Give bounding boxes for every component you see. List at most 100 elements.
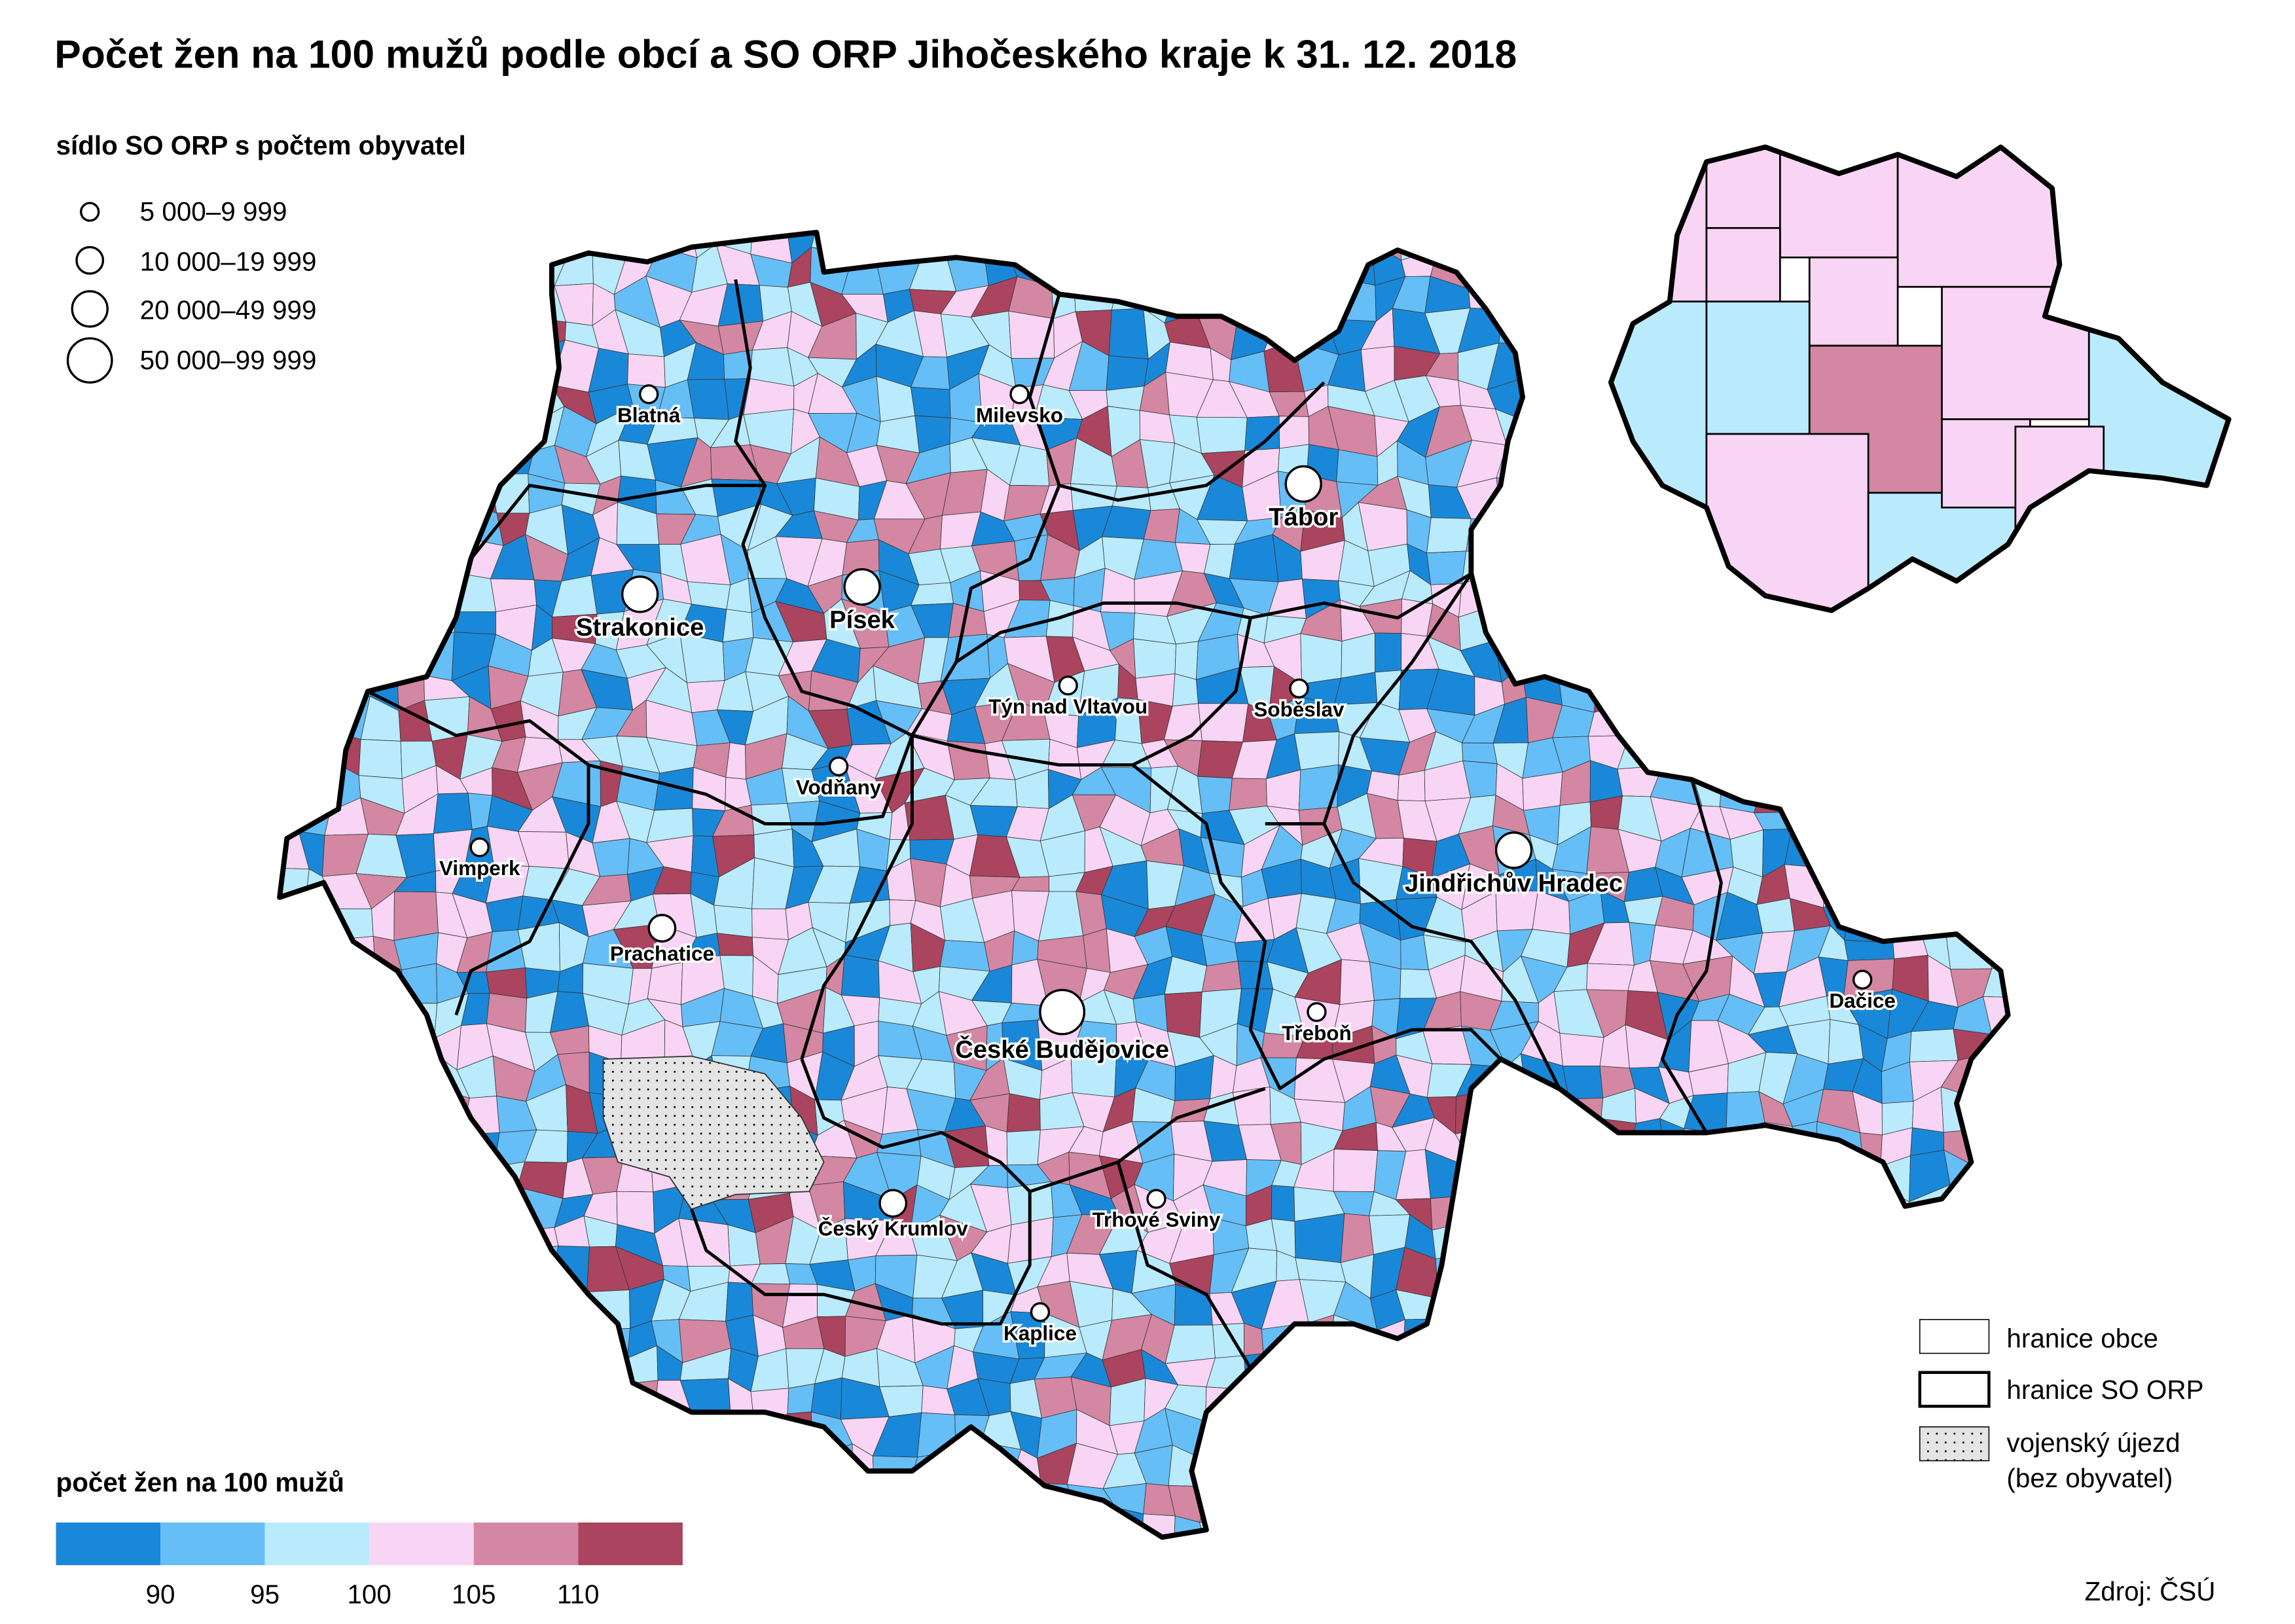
municipality xyxy=(496,1228,519,1259)
municipality xyxy=(1843,1293,1893,1320)
municipality xyxy=(1432,1515,1466,1538)
municipality xyxy=(1627,487,1667,522)
municipality xyxy=(1197,776,1233,814)
municipality xyxy=(551,1347,600,1390)
municipality xyxy=(297,1149,333,1201)
municipality xyxy=(421,1440,464,1490)
municipality xyxy=(1586,963,1635,991)
municipality xyxy=(393,600,432,644)
municipality xyxy=(1977,1246,2008,1291)
municipality xyxy=(1498,1283,1539,1331)
municipality xyxy=(1233,1512,1272,1538)
municipality xyxy=(323,630,370,672)
municipality xyxy=(549,1321,600,1355)
municipality xyxy=(1974,673,2008,707)
municipality xyxy=(1333,1149,1379,1193)
city-symbol xyxy=(1307,1001,1327,1022)
municipality xyxy=(327,1415,372,1460)
municipality xyxy=(1233,1386,1274,1418)
municipality xyxy=(304,1415,341,1449)
municipality xyxy=(1590,1475,1633,1513)
municipality xyxy=(1390,1442,1443,1478)
municipality xyxy=(1562,232,1597,259)
municipality xyxy=(280,1154,299,1192)
municipality xyxy=(552,1475,590,1511)
municipality xyxy=(463,250,503,296)
municipality xyxy=(486,1311,533,1350)
military-area-label: vojenský újezd xyxy=(2006,1428,2180,1458)
municipality xyxy=(1979,1515,2008,1538)
municipality xyxy=(1527,1252,1561,1293)
municipality xyxy=(1438,1344,1462,1384)
municipality xyxy=(1456,1443,1504,1490)
municipality xyxy=(584,1382,633,1416)
municipality xyxy=(558,232,593,253)
municipality xyxy=(1594,232,1628,261)
municipality xyxy=(1555,414,1601,457)
municipality xyxy=(1585,1151,1629,1200)
city-marker: Blatná xyxy=(615,384,683,429)
municipality xyxy=(1659,1486,1687,1519)
city-marker: Jindřichův Hradec xyxy=(1403,831,1625,899)
municipality xyxy=(327,1379,372,1428)
municipality xyxy=(1659,1513,1692,1538)
municipality xyxy=(1551,1252,1604,1298)
municipality xyxy=(494,372,532,425)
municipality xyxy=(1780,636,1822,682)
municipality xyxy=(1792,1381,1830,1428)
municipality xyxy=(1498,1088,1533,1125)
municipality xyxy=(840,954,880,998)
municipality xyxy=(943,1483,981,1521)
municipality xyxy=(1267,1441,1314,1492)
municipality xyxy=(369,999,407,1039)
municipality xyxy=(364,232,398,250)
municipality xyxy=(498,1390,530,1426)
municipality xyxy=(1913,1215,1960,1263)
municipality xyxy=(1631,1343,1669,1391)
municipality xyxy=(1367,1343,1405,1384)
municipality xyxy=(1817,1422,1851,1461)
city-label: Týn nad Vltavou xyxy=(988,695,1148,718)
municipality xyxy=(1301,1506,1345,1538)
municipality xyxy=(1274,276,1305,317)
municipality xyxy=(1824,1473,1849,1526)
municipality xyxy=(1233,1415,1272,1460)
municipality xyxy=(1784,1507,1830,1538)
municipality xyxy=(1622,252,1667,293)
municipality xyxy=(466,315,496,356)
municipality xyxy=(367,340,408,391)
municipality xyxy=(818,1506,851,1538)
municipality xyxy=(1331,1383,1378,1426)
municipality xyxy=(1662,737,1699,766)
municipality xyxy=(465,1219,503,1259)
municipality xyxy=(1787,770,1823,813)
municipality xyxy=(1625,1159,1666,1200)
municipality xyxy=(1492,1449,1540,1490)
color-legend-swatch xyxy=(473,1522,579,1566)
municipality xyxy=(1299,1353,1332,1388)
municipality xyxy=(1457,1252,1499,1286)
city-symbol xyxy=(469,837,490,857)
municipality xyxy=(971,1519,1019,1538)
municipality xyxy=(1555,389,1595,415)
municipality xyxy=(364,516,404,552)
municipality xyxy=(621,1415,664,1448)
municipality xyxy=(979,232,1013,256)
municipality xyxy=(1686,1507,1725,1538)
municipality xyxy=(1721,1345,1761,1380)
city-symbol xyxy=(843,568,881,606)
city-symbol xyxy=(1289,678,1309,698)
municipality xyxy=(584,1354,631,1384)
municipality xyxy=(1851,701,1888,741)
municipality xyxy=(1529,375,1566,424)
municipality xyxy=(296,1224,342,1252)
municipality xyxy=(1359,1379,1409,1429)
municipality xyxy=(1978,576,2008,609)
municipality xyxy=(1940,641,1990,682)
municipality xyxy=(1942,793,1987,846)
municipality xyxy=(1599,567,1625,620)
city-label: Milevsko xyxy=(976,404,1063,427)
municipality xyxy=(326,1023,370,1064)
municipality xyxy=(1686,1379,1731,1415)
city-label: Jindřichův Hradec xyxy=(1405,869,1623,897)
